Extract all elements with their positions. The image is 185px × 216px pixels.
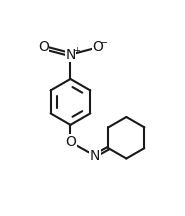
Text: O: O bbox=[38, 40, 49, 54]
Text: O: O bbox=[65, 135, 76, 149]
Text: O: O bbox=[92, 40, 103, 54]
Text: N: N bbox=[90, 149, 100, 163]
Text: +: + bbox=[73, 46, 80, 55]
Text: N: N bbox=[65, 48, 76, 62]
Text: −: − bbox=[100, 38, 108, 48]
